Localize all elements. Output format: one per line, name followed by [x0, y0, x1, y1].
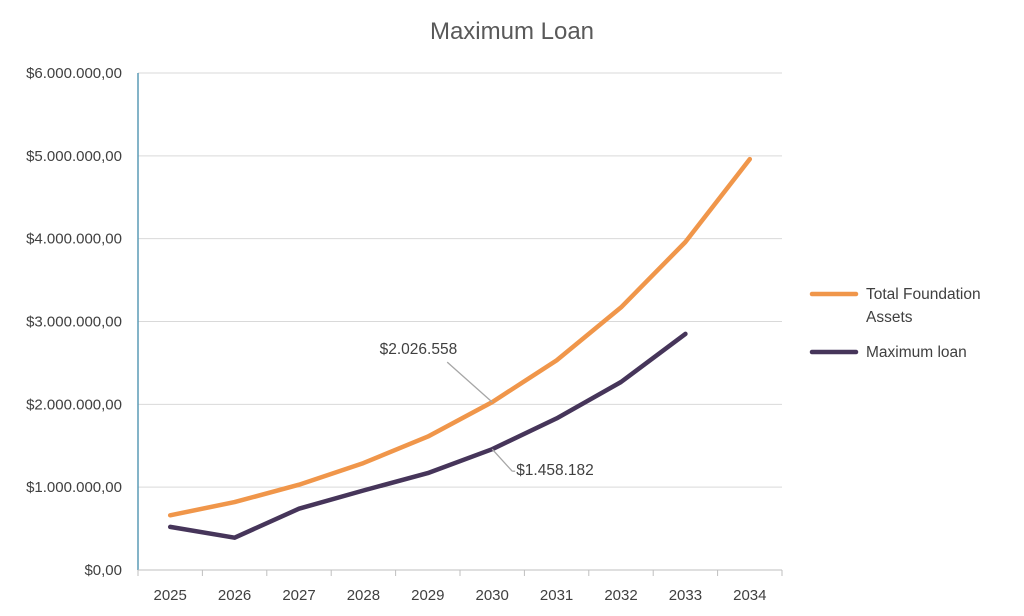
y-axis: $0,00 $1.000.000,00 $2.000.000,00 $3.000.00…: [26, 65, 139, 579]
y-tick-label: $0,00: [84, 562, 122, 579]
legend-label: Total Foundation: [866, 286, 981, 303]
y-tick-label: $6.000.000,00: [26, 65, 122, 82]
x-tick-label: 2026: [218, 587, 251, 604]
x-axis: 2025 2026 2027 2028 2029 2030 2031 2032 2033 2034: [137, 569, 783, 604]
y-tick-label: $4.000.000,00: [26, 231, 122, 248]
y-tick-label: $2.000.000,00: [26, 396, 122, 413]
x-tick-label: 2029: [411, 587, 444, 604]
x-tick-label: 2025: [154, 587, 187, 604]
annotation-leader: [491, 448, 513, 472]
x-tick-label: 2028: [347, 587, 380, 604]
legend-label: Maximum loan: [866, 344, 967, 361]
annotation-label: $1.458.182: [516, 462, 594, 479]
x-tick-label: 2032: [604, 587, 637, 604]
series-line-1: [167, 331, 688, 540]
annotation-label: $2.026.558: [380, 341, 458, 358]
series-lines: [167, 156, 753, 540]
y-tick-label: $5.000.000,00: [26, 148, 122, 165]
x-tick-label: 2031: [540, 587, 573, 604]
series-line-0: [167, 156, 753, 518]
y-tick-label: $3.000.000,00: [26, 314, 122, 331]
annotation-leader: [446, 361, 493, 403]
legend-label: Assets: [866, 309, 913, 326]
annotations: $2.026.558 $1.458.182: [380, 341, 594, 479]
legend: Total Foundation Assets Maximum loan: [809, 286, 981, 361]
x-tick-label: 2033: [669, 587, 702, 604]
chart-title: Maximum Loan: [430, 18, 594, 45]
y-tick-label: $1.000.000,00: [26, 479, 122, 496]
gridlines: [138, 72, 782, 488]
x-tick-label: 2030: [476, 587, 509, 604]
x-tick-label: 2034: [733, 587, 766, 604]
x-tick-label: 2027: [282, 587, 315, 604]
